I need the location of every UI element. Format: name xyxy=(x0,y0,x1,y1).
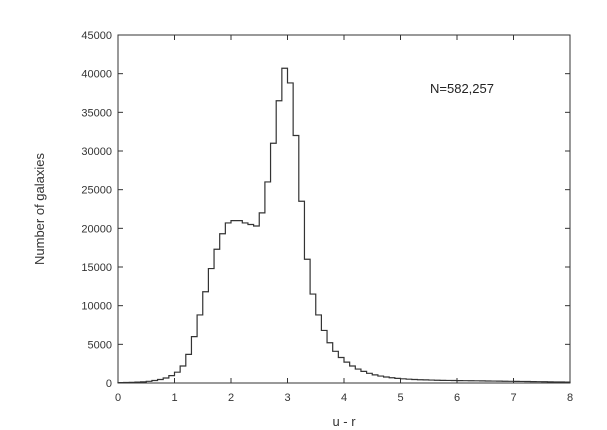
x-tick-label: 1 xyxy=(171,392,177,404)
y-tick-label: 25000 xyxy=(81,185,112,197)
annotation-count: N=582,257 xyxy=(430,81,494,96)
x-tick-label: 7 xyxy=(510,392,516,404)
x-tick-label: 0 xyxy=(115,392,121,404)
y-tick-label: 45000 xyxy=(81,30,112,42)
y-axis-ticks: 0 5000 10000 15000 20000 25000 30000 35000 40000… xyxy=(81,30,570,390)
x-tick-label: 2 xyxy=(228,392,234,404)
y-tick-label: 30000 xyxy=(81,146,112,158)
histogram-step-line xyxy=(117,67,571,384)
plot-frame xyxy=(117,34,571,384)
y-tick-label: 0 xyxy=(106,378,112,390)
y-tick-label: 35000 xyxy=(81,107,112,119)
x-tick-label: 8 xyxy=(567,392,573,404)
x-axis-ticks: 0 1 2 3 4 5 6 7 8 xyxy=(115,35,573,404)
y-tick-label: 15000 xyxy=(81,262,112,274)
x-tick-label: 5 xyxy=(397,392,403,404)
y-tick-label: 10000 xyxy=(81,301,112,313)
y-tick-label: 40000 xyxy=(81,69,112,81)
x-tick-label: 6 xyxy=(454,392,460,404)
y-tick-label: 20000 xyxy=(81,223,112,235)
x-axis-label: u - r xyxy=(332,414,356,429)
y-tick-label: 5000 xyxy=(88,339,112,351)
y-axis-label: Number of galaxies xyxy=(32,153,47,265)
x-tick-label: 4 xyxy=(341,392,347,404)
x-tick-label: 3 xyxy=(284,392,290,404)
